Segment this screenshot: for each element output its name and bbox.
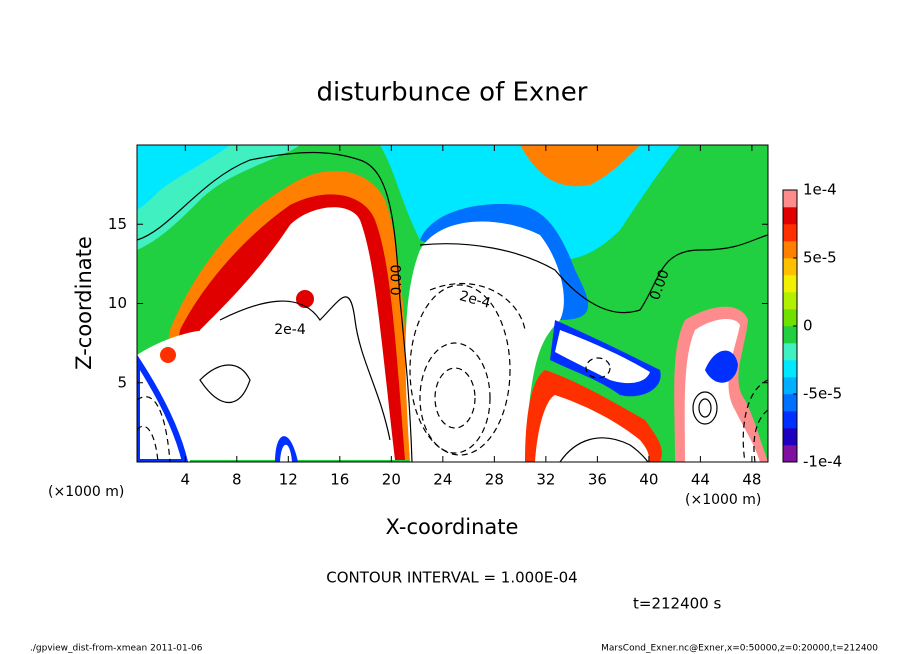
colorbar-band (783, 241, 797, 259)
colorbar-tick-label: -5e-5 (803, 385, 842, 403)
colorbar-tick-label: 1e-4 (803, 181, 837, 199)
colorbar-band (783, 445, 797, 463)
colorbar-band (783, 411, 797, 429)
x-tick-label: 32 (536, 471, 555, 489)
colorbar-tick-label: 0 (803, 317, 813, 335)
field-region (520, 145, 640, 187)
x-tick-label: 8 (232, 471, 242, 489)
field-region (535, 395, 649, 462)
field-region (705, 350, 738, 383)
x-tick-label: 44 (691, 471, 710, 489)
colorbar-tick-label: 5e-5 (803, 249, 837, 267)
negative-contour-lines (137, 282, 768, 462)
contour-field (137, 145, 768, 462)
y-tick-label: 15 (108, 215, 127, 233)
field-region (280, 444, 292, 462)
colorbar-tick-label: -1e-4 (803, 453, 842, 471)
colorbar-band (783, 292, 797, 310)
colorbar-band (783, 207, 797, 225)
x-axis-label: X-coordinate (386, 515, 519, 539)
x-tick-label: 16 (330, 471, 349, 489)
x-tick-label: 48 (742, 471, 761, 489)
field-region (137, 145, 230, 210)
colorbar-band (783, 309, 797, 327)
colorbar-band (783, 190, 797, 208)
colorbar-band (783, 360, 797, 378)
x-tick-label: 36 (588, 471, 607, 489)
x-tick-label: 12 (279, 471, 298, 489)
colorbar-band (783, 428, 797, 446)
field-region (296, 290, 314, 308)
contour-lines (137, 151, 768, 462)
colorbar-band (783, 343, 797, 361)
y-tick-label: 10 (108, 294, 127, 312)
time-label: t=212400 s (633, 595, 721, 613)
colorbar-band (783, 275, 797, 293)
contour-label: 0.00 (389, 264, 405, 295)
x-tick-label: 20 (382, 471, 401, 489)
chart-title: disturbunce of Exner (317, 78, 588, 108)
contour-interval: CONTOUR INTERVAL = 1.000E-04 (326, 569, 577, 587)
x-tick-label: 24 (433, 471, 452, 489)
x-unit-label: (×1000 m) (48, 484, 124, 500)
field-region (405, 221, 564, 462)
x-tick-label: 4 (181, 471, 191, 489)
y-tick-label: 5 (117, 373, 127, 391)
field-region (555, 330, 650, 384)
y-axis-label: Z-coordinate (72, 236, 96, 370)
colorbar-band (783, 326, 797, 344)
footer-right: MarsCond_Exner.nc@Exner,x=0:50000,z=0:20… (601, 644, 878, 654)
x-tick-label: 28 (485, 471, 504, 489)
contour-label: 2e-4 (274, 322, 306, 338)
colorbar-band (783, 377, 797, 395)
colorbar-band (783, 394, 797, 412)
field-region (684, 318, 760, 462)
contour-label: 2e-4 (458, 288, 493, 312)
field-region (160, 347, 176, 363)
field-region (170, 207, 395, 460)
colorbar-band (783, 258, 797, 276)
footer-left: ./gpview_dist-from-xmean 2011-01-06 (30, 644, 203, 654)
x-unit-label: (×1000 m) (685, 492, 761, 508)
colorbar-band (783, 224, 797, 242)
x-tick-label: 40 (639, 471, 658, 489)
